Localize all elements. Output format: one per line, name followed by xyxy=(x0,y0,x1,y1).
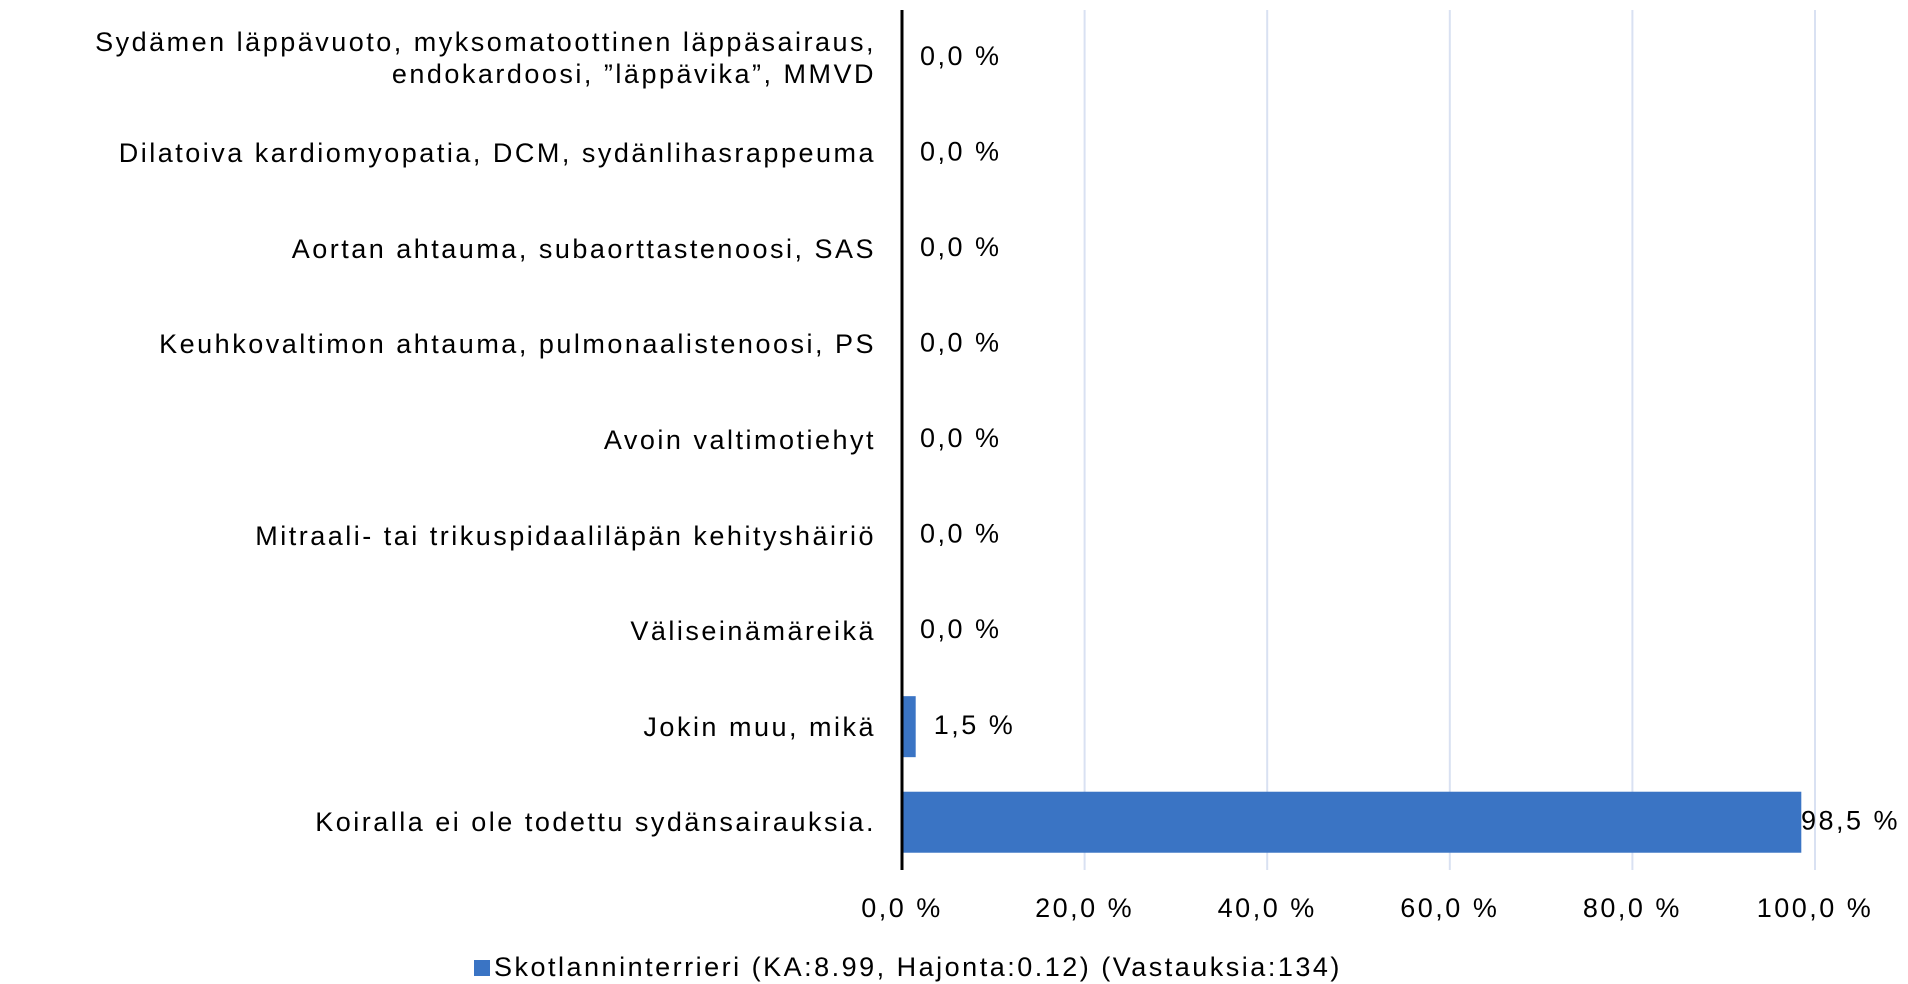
data-label: 0,0 % xyxy=(920,136,1002,166)
legend-swatch xyxy=(474,960,490,976)
data-label: 0,0 % xyxy=(920,614,1002,644)
data-label: 98,5 % xyxy=(1801,805,1900,835)
x-tick-label: 100,0 % xyxy=(1757,893,1874,923)
data-label: 0,0 % xyxy=(920,328,1002,358)
y-tick-label: Avoin valtimotiehyt xyxy=(603,425,876,455)
x-tick-label: 20,0 % xyxy=(1035,893,1134,923)
y-tick-label: Keuhkovaltimon ahtauma, pulmonaalistenoo… xyxy=(159,329,876,360)
y-tick-label: Jokin muu, mikä xyxy=(643,711,876,742)
y-tick-label: Koiralla ei ole todettu sydänsairauksia. xyxy=(315,807,876,838)
y-tick-label: Dilatoiva kardiomyopatia, DCM, sydänliha… xyxy=(118,138,876,169)
data-label: 0,0 % xyxy=(920,519,1002,549)
x-tick-label: 60,0 % xyxy=(1400,893,1499,923)
y-tick-label: Mitraali- tai trikuspidaaliläpän kehitys… xyxy=(255,520,876,551)
data-label: 1,5 % xyxy=(934,710,1016,740)
y-tick-label: Väliseinämäreikä xyxy=(630,616,876,647)
bar xyxy=(902,696,916,758)
data-label: 0,0 % xyxy=(920,423,1002,453)
legend-label: Skotlanninterrieri (KA:8.99, Hajonta:0.1… xyxy=(494,952,1342,982)
x-tick-label: 80,0 % xyxy=(1583,893,1682,923)
x-tick-label: 0,0 % xyxy=(861,893,943,923)
bar xyxy=(902,791,1802,853)
data-label: 0,0 % xyxy=(920,232,1002,262)
data-label: 0,0 % xyxy=(920,41,1002,71)
y-tick-label: Aortan ahtauma, subaorttastenoosi, SAS xyxy=(291,233,876,264)
y-tick-label: Sydämen läppävuoto, myksomatoottinen läp… xyxy=(95,26,876,89)
x-tick-label: 40,0 % xyxy=(1218,893,1317,923)
